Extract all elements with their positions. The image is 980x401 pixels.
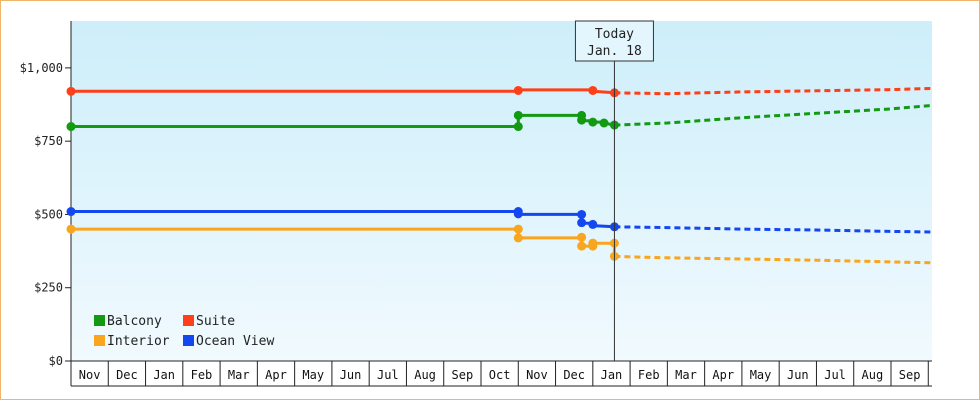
x-tick-label: Feb [191, 368, 213, 382]
data-point-suite [513, 85, 523, 95]
x-tick-label: Jul [377, 368, 399, 382]
x-tick-label: Sep [452, 368, 474, 382]
y-tick-label: $750 [34, 134, 63, 148]
data-point-interior [513, 233, 523, 243]
data-point-suite [66, 86, 76, 96]
series-forecast-ocean-view [614, 225, 933, 234]
today-marker: Today Jan. 18 [574, 20, 654, 361]
x-tick-label: Nov [526, 368, 548, 382]
data-point-interior [577, 232, 587, 242]
series-forecast-interior [614, 254, 933, 265]
legend-label: Interior [107, 334, 170, 349]
x-tick-label: Dec [116, 368, 138, 382]
legend-swatch [94, 335, 105, 346]
data-point-ocean-view [588, 219, 598, 229]
data-point-interior [66, 224, 76, 234]
x-tick-label: Dec [563, 368, 585, 382]
x-tick-label: Jul [824, 368, 846, 382]
data-point-ocean-view [577, 209, 587, 219]
data-point-ocean-view [513, 209, 523, 219]
x-tick-label: Apr [712, 368, 734, 382]
data-point-balcony [513, 122, 523, 132]
data-point-balcony [577, 115, 587, 125]
x-tick-label: Jun [787, 368, 809, 382]
legend-swatch [183, 315, 194, 326]
y-tick-label: $250 [34, 281, 63, 295]
x-tick-label: Oct [489, 368, 511, 382]
data-point-interior [513, 224, 523, 234]
x-tick-label: Sep [899, 368, 921, 382]
x-tick-label: Jan [601, 368, 623, 382]
series-forecast-balcony [614, 103, 933, 127]
x-axis: Nov Dec Jan Feb Mar Apr May Jun Jul Aug Sep Oct Nov D… [70, 360, 932, 387]
data-point-balcony [513, 110, 523, 120]
today-box [574, 20, 654, 62]
legend-label: Suite [196, 314, 235, 329]
series-layer [66, 85, 933, 265]
legend-swatch [183, 335, 194, 346]
x-tick-label: May [750, 368, 772, 382]
data-point-interior [577, 241, 587, 251]
legend-label: Balcony [107, 314, 162, 329]
y-tick-label: $1,000 [20, 61, 63, 75]
y-axis: $1,000 $750 $500 $250 $0 [20, 21, 72, 368]
x-tick-label: Nov [79, 368, 101, 382]
x-tick-label: Feb [638, 368, 660, 382]
x-tick-label: Apr [265, 368, 287, 382]
data-point-balcony [588, 117, 598, 127]
y-tick-label: $500 [34, 207, 63, 221]
data-point-suite [588, 85, 598, 95]
data-point-ocean-view [577, 218, 587, 228]
x-tick-label: Jun [340, 368, 362, 382]
data-point-balcony [66, 122, 76, 132]
x-tick-label: May [302, 368, 324, 382]
legend-swatch [94, 315, 105, 326]
x-tick-label: Aug [862, 368, 884, 382]
data-point-interior [588, 238, 598, 248]
series-balcony [66, 103, 933, 132]
legend: Balcony Suite Interior Ocean View [94, 314, 274, 349]
x-tick-label: Jan [153, 368, 175, 382]
legend-label: Ocean View [196, 334, 274, 349]
plot-area [71, 21, 932, 361]
series-forecast-suite [614, 86, 933, 96]
series-suite [66, 85, 933, 98]
today-label: Today [595, 27, 634, 42]
x-tick-label: Mar [228, 368, 250, 382]
x-tick-label: Mar [675, 368, 697, 382]
y-tick-label: $0 [49, 354, 63, 368]
data-point-ocean-view [66, 207, 76, 217]
data-point-balcony [599, 118, 609, 128]
x-tick-label: Aug [414, 368, 436, 382]
today-date: Jan. 18 [587, 44, 642, 59]
